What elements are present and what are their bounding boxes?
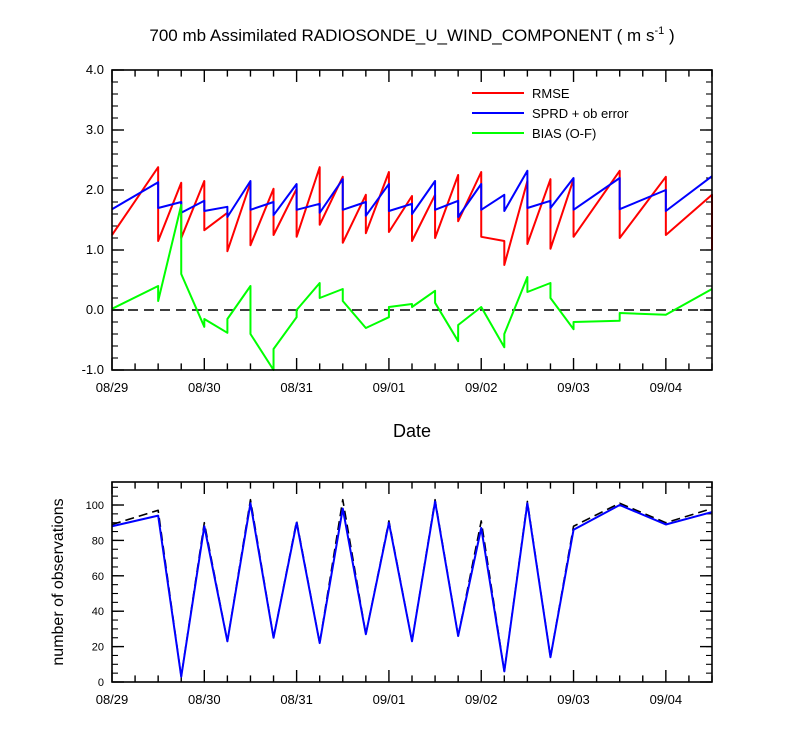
bottom-y-tick-labels: 100 80 60 40 20 0: [86, 500, 104, 689]
bottom-x-tick-label: 09/03: [557, 692, 590, 707]
bottom-x-tick-label: 09/04: [650, 692, 683, 707]
bottom-plot-frame: [111, 481, 713, 683]
top-x-tick-label: 09/03: [557, 380, 590, 395]
top-chart-panel: 700 mb Assimilated RADIOSONDE_U_WIND_COM…: [82, 25, 713, 441]
bottom-x-tick-label: 08/30: [188, 692, 221, 707]
legend-label-bias-o-f: BIAS (O-F): [532, 126, 596, 141]
top-y-tick-label: 2.0: [86, 182, 104, 197]
top-series-group: [111, 166, 713, 371]
series-line-bias-o-f: [111, 204, 713, 371]
top-y-tick-label: 4.0: [86, 62, 104, 77]
top-x-tick-label: 08/30: [188, 380, 221, 395]
top-y-tick-label: 3.0: [86, 122, 104, 137]
chart-title-end: ): [664, 26, 674, 45]
top-x-tick-label: 08/29: [96, 380, 129, 395]
legend-label-rmse: RMSE: [532, 86, 570, 101]
bottom-y-tick-label: 60: [92, 571, 104, 583]
bottom-axes-ticks: [111, 482, 713, 683]
bottom-series-group: [111, 498, 713, 678]
top-y-tick-labels: 4.0 3.0 2.0 1.0 0.0 -1.0: [82, 62, 104, 377]
x-axis-label: Date: [393, 421, 431, 441]
chart-title: 700 mb Assimilated RADIOSONDE_U_WIND_COM…: [149, 25, 674, 45]
bottom-x-tick-label: 09/02: [465, 692, 498, 707]
obs-series-line-solid: [111, 500, 713, 678]
bottom-y-tick-label: 20: [92, 642, 104, 654]
bottom-x-tick-labels: 08/29 08/30 08/31 09/01 09/02 09/03 09/04: [96, 692, 682, 707]
top-y-tick-label: 1.0: [86, 242, 104, 257]
series-line-sprd-ob-error: [111, 169, 713, 218]
bottom-chart-panel: 100 80 60 40 20 0 08/29 08/30 08/31 09/01 09/02 09…: [50, 481, 713, 707]
bottom-y-tick-label: 100: [86, 500, 104, 512]
top-x-tick-label: 09/01: [373, 380, 406, 395]
bottom-x-tick-label: 09/01: [373, 692, 406, 707]
top-x-tick-label: 08/31: [280, 380, 313, 395]
top-x-tick-label: 09/02: [465, 380, 498, 395]
bottom-y-tick-label: 40: [92, 606, 104, 618]
top-plot-frame: [111, 69, 713, 371]
chart-title-superscript: -1: [654, 25, 664, 37]
obs-series-line-dashed: [111, 498, 713, 678]
bottom-y-tick-label: 80: [92, 535, 104, 547]
bottom-x-tick-label: 08/31: [280, 692, 313, 707]
bottom-y-tick-label: 0: [98, 677, 104, 689]
bottom-x-tick-label: 08/29: [96, 692, 129, 707]
legend-label-sprd-ob-error: SPRD + ob error: [532, 106, 629, 121]
top-y-tick-label: -1.0: [82, 362, 104, 377]
top-axes-ticks: [111, 69, 713, 371]
top-x-tick-labels: 08/29 08/30 08/31 09/01 09/02 09/03 09/04: [96, 380, 682, 395]
y-axis-label: number of observations: [50, 498, 67, 665]
top-x-tick-label: 09/04: [650, 380, 683, 395]
chart-title-main: 700 mb Assimilated RADIOSONDE_U_WIND_COM…: [149, 26, 654, 45]
legend: RMSE SPRD + ob error BIAS (O-F): [472, 86, 629, 141]
top-y-tick-label: 0.0: [86, 302, 104, 317]
series-line-rmse: [111, 166, 713, 266]
